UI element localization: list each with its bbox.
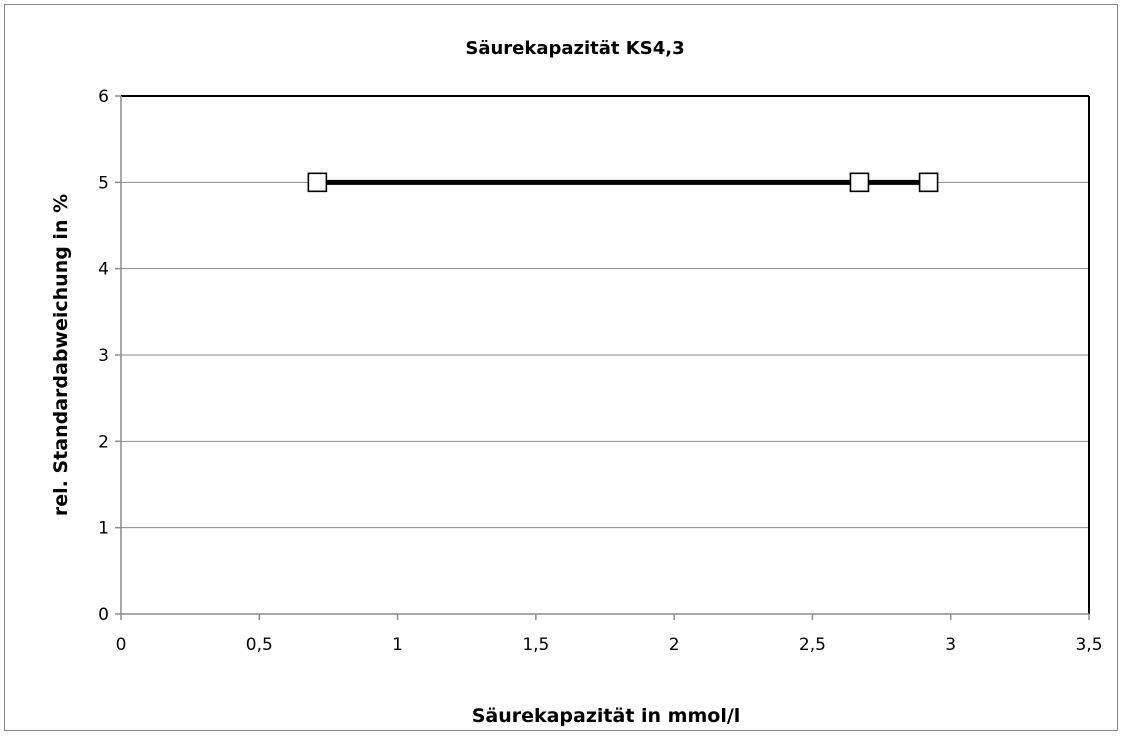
data-point-marker bbox=[918, 172, 939, 193]
tick-labels: 0 1 2 3 4 5 6 0 0,5 1 1,5 2 2,5 3 3,5 bbox=[98, 87, 1102, 655]
x-tick-label: 0 bbox=[116, 635, 127, 655]
y-axis-label: rel. Standardabweichung in % bbox=[50, 194, 72, 516]
y-tick-label: 4 bbox=[98, 260, 109, 280]
y-tick-label: 6 bbox=[98, 87, 109, 107]
x-tick-label: 1 bbox=[392, 635, 403, 655]
x-axis-label: Säurekapazität in mmol/l bbox=[472, 705, 741, 727]
chart-frame bbox=[4, 4, 1118, 731]
axes bbox=[115, 95, 1090, 620]
data-point-marker bbox=[307, 172, 328, 193]
x-tick-label: 2,5 bbox=[799, 635, 826, 655]
x-tick-label: 0,5 bbox=[246, 635, 273, 655]
x-tick-label: 1,5 bbox=[522, 635, 549, 655]
y-tick-label: 0 bbox=[98, 605, 109, 625]
x-tick-label: 2 bbox=[669, 635, 680, 655]
chart-title: Säurekapazität KS4,3 bbox=[465, 38, 684, 59]
x-tick-label: 3 bbox=[945, 635, 956, 655]
data-point-marker bbox=[849, 172, 870, 193]
data-series bbox=[307, 172, 939, 193]
y-tick-label: 5 bbox=[98, 173, 109, 193]
gridlines bbox=[121, 95, 1089, 529]
y-tick-label: 2 bbox=[98, 432, 109, 452]
y-tick-label: 1 bbox=[98, 519, 109, 539]
x-tick-label: 3,5 bbox=[1075, 635, 1102, 655]
y-tick-label: 3 bbox=[98, 346, 109, 366]
